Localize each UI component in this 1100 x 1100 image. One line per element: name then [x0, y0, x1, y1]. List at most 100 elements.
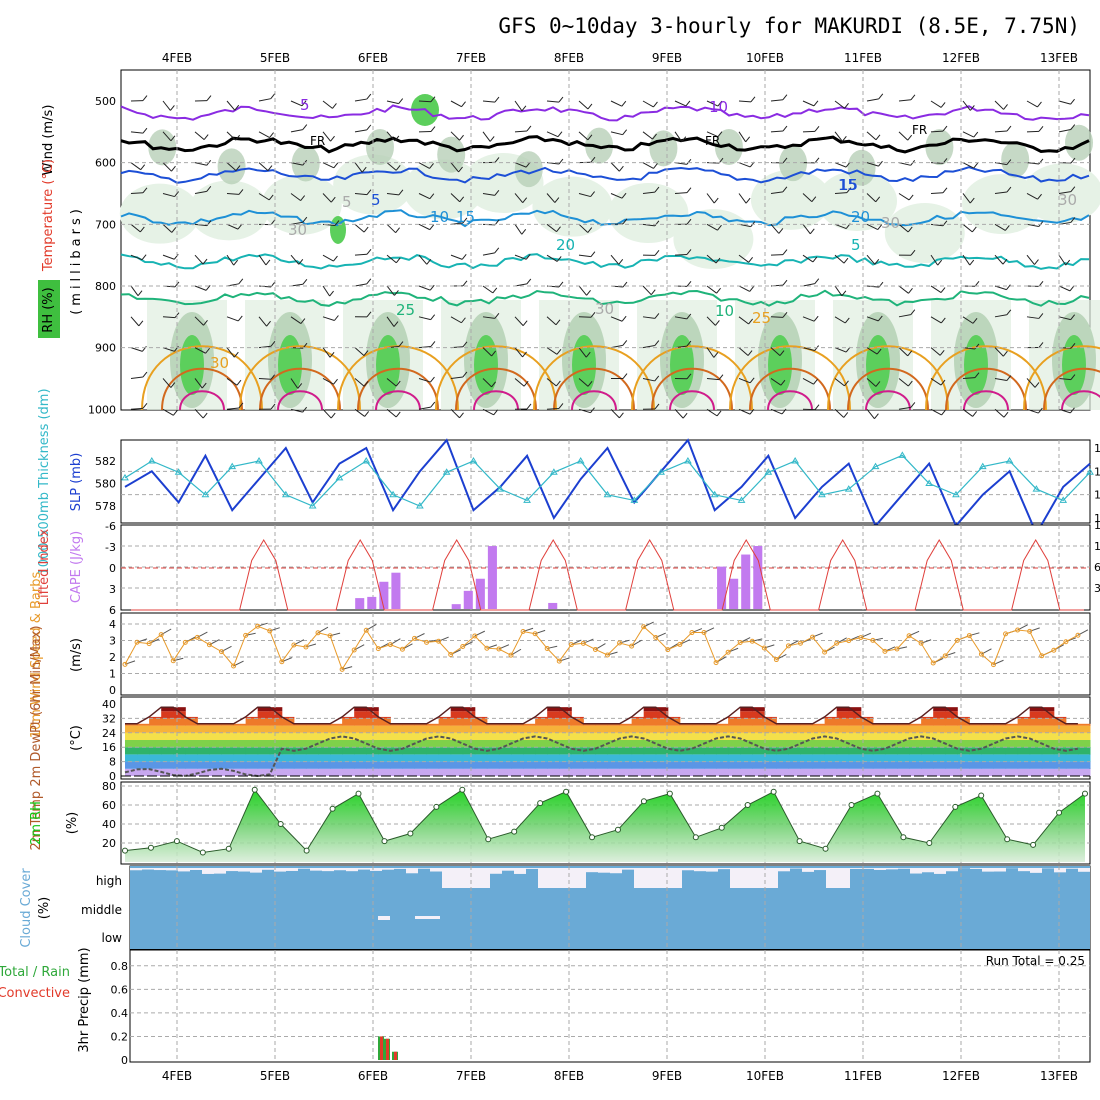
temp-band — [462, 740, 476, 748]
temp-band — [836, 747, 850, 755]
rh-shade — [925, 129, 954, 166]
cape-bar — [487, 546, 497, 609]
temp-band — [173, 725, 186, 733]
temp-band — [957, 761, 970, 769]
temp-band — [185, 718, 198, 726]
wind-barb — [333, 255, 338, 262]
temp-band — [257, 707, 271, 712]
temp-band — [993, 754, 1007, 762]
wind-barb — [302, 124, 308, 130]
temp-band — [933, 761, 946, 769]
wind-barb — [686, 313, 692, 320]
temp-band — [257, 740, 271, 748]
temp-band — [933, 732, 946, 740]
temp-band — [836, 732, 850, 740]
wind-barb — [526, 403, 532, 410]
wind-barb — [354, 283, 367, 287]
wind-barb — [354, 162, 363, 173]
wind-barb — [834, 192, 848, 194]
temp-band — [173, 768, 186, 776]
temp-band — [800, 732, 814, 740]
temp-band — [607, 768, 621, 776]
temp-band — [824, 725, 838, 733]
temp-band — [125, 747, 138, 755]
wind-barb — [201, 382, 207, 389]
wind-barb — [398, 189, 404, 196]
date-label-top: 12FEB — [942, 51, 980, 65]
cloud-gap — [730, 868, 742, 888]
slp-line — [124, 438, 1091, 536]
wind-point — [460, 644, 466, 650]
rh-shade — [817, 171, 898, 232]
wind-barb — [587, 103, 593, 110]
temp-band — [1077, 725, 1091, 733]
wind-barb — [302, 278, 308, 285]
temp-band — [945, 725, 958, 733]
cloud-level-middle: middle — [81, 903, 122, 917]
wind-point — [773, 657, 779, 663]
temp-band — [402, 732, 415, 740]
temp-band — [752, 761, 765, 769]
rh-shade — [474, 335, 498, 395]
cloud-gap — [886, 868, 898, 870]
wind-barb — [590, 251, 596, 257]
temp-band — [728, 716, 741, 719]
temp-band — [426, 754, 440, 762]
wind-barb — [745, 197, 751, 204]
temp-band — [137, 761, 150, 769]
wind-barb — [514, 193, 524, 204]
temp-band — [414, 740, 428, 748]
temp-band — [185, 768, 198, 776]
thickness-marker — [496, 485, 505, 492]
wind-barb — [226, 316, 239, 322]
wind-barb — [942, 187, 948, 194]
temp-band — [245, 716, 259, 719]
wind-barb — [462, 371, 468, 378]
wind-barb — [329, 352, 335, 358]
rh-point — [537, 800, 544, 807]
wind-barb — [770, 223, 780, 234]
wind-barb — [962, 254, 971, 266]
wind-barb — [834, 223, 847, 230]
wind-barb — [578, 347, 587, 358]
temp-band — [366, 740, 379, 748]
wind-barb — [322, 131, 331, 142]
temp-band — [921, 718, 934, 726]
wind-barb — [233, 351, 239, 358]
temp-band — [450, 754, 464, 762]
temp-band — [185, 740, 198, 748]
temp-band — [330, 747, 343, 755]
rh-point — [1030, 841, 1037, 848]
temp-band — [776, 754, 789, 762]
isotherm-line — [141, 345, 263, 411]
wind-point — [725, 649, 731, 655]
wind-barb — [194, 378, 203, 389]
wind-barb — [674, 408, 684, 419]
tick-label: 40 — [102, 698, 116, 711]
wind-barb — [1038, 342, 1044, 348]
wind-barb — [462, 341, 468, 348]
temp-band — [619, 754, 633, 762]
temp-band — [173, 740, 186, 748]
temp-band — [257, 711, 271, 719]
temp-band — [957, 716, 970, 719]
cape-bar — [451, 604, 461, 609]
temp-band — [571, 740, 584, 748]
rh-point — [1082, 790, 1088, 797]
temp-band — [535, 716, 548, 719]
rh-shade — [1065, 124, 1094, 161]
contour-label: FR — [310, 134, 325, 148]
wind-barb — [1070, 217, 1076, 223]
temp-band — [173, 711, 186, 719]
temp-band — [752, 740, 765, 748]
wind-barb — [558, 158, 564, 165]
wind-barb — [994, 100, 1004, 110]
temp-band — [1017, 718, 1031, 726]
wind-barb — [386, 378, 397, 387]
wind-barb — [130, 254, 143, 261]
thickness-marker — [228, 462, 237, 470]
cloud-gap — [274, 868, 286, 872]
temp-band — [1065, 754, 1079, 762]
wind-point — [206, 642, 212, 648]
